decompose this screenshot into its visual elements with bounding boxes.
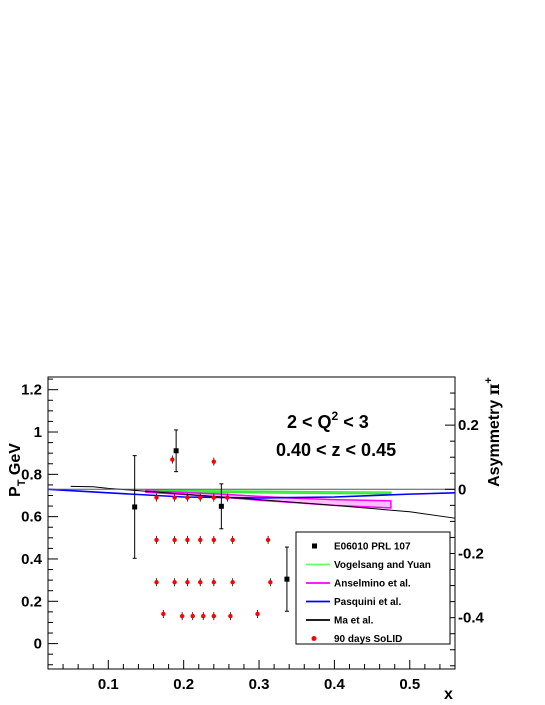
y-left-tick-label: 0.6	[21, 509, 42, 526]
legend-label-vogelsang-and-yuan: Vogelsang and Yuan	[334, 560, 431, 571]
y-left-tick-label: 0.2	[21, 593, 42, 610]
90-days-solid-point	[198, 537, 203, 543]
svg-text:PT GeV: PT GeV	[7, 443, 28, 497]
90-days-solid-point	[154, 537, 159, 543]
pasquini-et-al-line	[47, 488, 456, 499]
curves-layer	[47, 485, 456, 519]
x-axis-title: x	[444, 686, 453, 703]
90-days-solid-point	[255, 611, 260, 617]
90-days-solid-point	[228, 613, 233, 619]
90-days-solid-point	[161, 611, 166, 617]
90-days-solid-point	[201, 613, 206, 619]
90-days-solid-point	[172, 580, 177, 585]
x-tick-label: 0.1	[98, 676, 119, 693]
legend-label-ma-et-al: Ma et al.	[334, 616, 374, 627]
y-right-tick-label: -0.2	[458, 545, 484, 562]
legend-box	[295, 531, 451, 645]
legend-marker-e06010-prl-107	[312, 543, 317, 549]
90-days-solid-point	[198, 495, 203, 500]
legend-label-pasquini-et-al: Pasquini et al.	[334, 597, 401, 608]
e06010-prl-107-point	[284, 576, 290, 582]
y-right-title-greek: π	[484, 383, 503, 395]
x-tick-label: 0.5	[399, 676, 420, 693]
legend-label-anselmino-et-al: Anselmino et al.	[334, 579, 411, 590]
90-days-solid-point	[265, 537, 271, 543]
annotation-q2: 2 < Q2 < 3	[287, 409, 369, 432]
y-left-tick-label: 0	[34, 636, 42, 653]
legend-marker-90-days-solid	[311, 636, 317, 641]
90-days-solid-point	[225, 495, 230, 500]
90-days-solid-point	[170, 457, 175, 462]
annotation-q2-prefix: 2 < Q	[287, 412, 332, 432]
90-days-solid-point	[230, 537, 235, 543]
y-right-axis-title: Asymmetry π+	[483, 377, 503, 487]
x-tick-label: 0.3	[249, 676, 270, 693]
90-days-solid-point	[211, 459, 217, 464]
90-days-solid-point	[185, 495, 190, 500]
legend: E06010 PRL 107 Vogelsang and Yuan Anselmin…	[295, 531, 451, 645]
90-days-solid-point	[211, 537, 217, 543]
e06010-prl-107-point	[173, 448, 179, 454]
points-layer	[132, 429, 290, 621]
e06010-prl-107-point	[132, 504, 138, 510]
90-days-solid-point	[154, 495, 159, 500]
legend-entries: E06010 PRL 107 Vogelsang and Yuan Anselmin…	[306, 542, 431, 645]
y-right-tick-label: 0	[458, 481, 466, 498]
90-days-solid-point	[211, 613, 217, 619]
plot-frame	[47, 376, 456, 670]
90-days-solid-point	[230, 580, 235, 585]
annotation-q2-sup: 2	[332, 409, 339, 423]
e06010-prl-107-point	[218, 503, 224, 509]
ticks-layer	[47, 376, 456, 669]
y-left-title-unit: GeV	[7, 443, 24, 480]
legend-label-e06010-prl-107: E06010 PRL 107	[334, 542, 411, 553]
90-days-solid-point	[154, 580, 159, 585]
legend-label-90-days-solid: 90 days SoLID	[334, 634, 402, 645]
90-days-solid-point	[179, 613, 185, 619]
y-left-tick-label: 1	[34, 424, 42, 441]
y-right-title-sup: +	[483, 377, 495, 383]
y-left-tick-label: 1.2	[21, 382, 42, 399]
90-days-solid-point	[198, 580, 203, 585]
x-tick-label: 0.4	[324, 676, 346, 693]
y-left-tick-label: 0.8	[21, 466, 42, 483]
y-left-title-main: P	[7, 486, 24, 497]
y-right-tick-label: -0.4	[458, 610, 485, 627]
90-days-solid-point	[211, 580, 217, 585]
ma-et-al-line	[70, 485, 456, 519]
90-days-solid-point	[190, 613, 195, 619]
90-days-solid-point	[172, 537, 177, 543]
y-left-axis-title: PT GeV	[7, 443, 28, 497]
90-days-solid-point	[185, 537, 190, 543]
y-left-tick-label: 0.4	[21, 551, 43, 568]
y-left-title-sub: T	[16, 479, 28, 486]
90-days-solid-point	[268, 580, 273, 585]
90-days-solid-point	[185, 580, 190, 585]
90-days-solid-point	[211, 495, 217, 500]
svg-text:Asymmetry π+: Asymmetry π+	[483, 377, 503, 487]
tick-labels-layer: 0.1 0.2 0.3 0.4 0.5 0 0.2 0.4 0.6 0.8 1 1.2 -0.4 -0.2…	[21, 382, 484, 693]
annotation-z-range: 0.40 < z < 0.45	[276, 440, 396, 460]
x-tick-label: 0.2	[173, 676, 194, 693]
annotation-q2-suffix: < 3	[338, 412, 369, 432]
y-right-title-main: Asymmetry	[486, 395, 503, 487]
90-days-solid-point	[172, 495, 177, 500]
y-right-tick-label: 0.2	[458, 417, 479, 434]
